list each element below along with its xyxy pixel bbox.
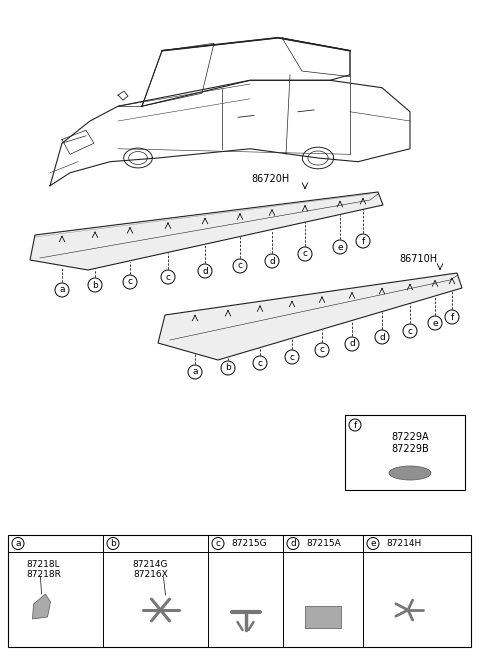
Text: f: f [361, 237, 365, 245]
Text: 87214G
87216X: 87214G 87216X [133, 560, 168, 579]
Circle shape [88, 278, 102, 292]
Circle shape [161, 270, 175, 284]
Text: d: d [349, 340, 355, 348]
Circle shape [198, 264, 212, 278]
Text: 87215A: 87215A [306, 539, 341, 548]
Text: a: a [59, 285, 65, 295]
Text: d: d [379, 333, 385, 342]
Text: f: f [353, 420, 357, 430]
Circle shape [345, 337, 359, 351]
Text: c: c [216, 539, 220, 548]
Text: d: d [290, 539, 296, 548]
Circle shape [375, 330, 389, 344]
Circle shape [403, 324, 417, 338]
Text: 87229A
87229B: 87229A 87229B [391, 432, 429, 454]
Circle shape [287, 537, 299, 550]
Text: 87215G: 87215G [231, 539, 266, 548]
Text: c: c [408, 327, 412, 335]
Text: e: e [337, 243, 343, 251]
Text: c: c [166, 272, 170, 281]
Circle shape [253, 356, 267, 370]
Text: 87218L
87218R: 87218L 87218R [26, 560, 61, 579]
Circle shape [221, 361, 235, 375]
Text: b: b [110, 539, 116, 548]
Circle shape [356, 234, 370, 248]
Polygon shape [33, 594, 50, 619]
Text: 87214H: 87214H [386, 539, 421, 548]
Circle shape [367, 537, 379, 550]
Circle shape [445, 310, 459, 324]
Circle shape [315, 343, 329, 357]
Circle shape [55, 283, 69, 297]
Text: c: c [302, 249, 308, 258]
Text: c: c [257, 358, 263, 367]
Text: a: a [15, 539, 21, 548]
Text: c: c [238, 262, 242, 270]
Circle shape [107, 537, 119, 550]
Text: d: d [202, 266, 208, 276]
Circle shape [428, 316, 442, 330]
FancyBboxPatch shape [305, 606, 341, 628]
Polygon shape [158, 273, 462, 360]
Text: b: b [92, 281, 98, 289]
Text: e: e [432, 319, 438, 327]
Circle shape [212, 537, 224, 550]
Text: b: b [225, 363, 231, 373]
Text: d: d [269, 256, 275, 266]
Circle shape [349, 419, 361, 431]
Circle shape [233, 259, 247, 273]
Text: c: c [128, 277, 132, 287]
Circle shape [298, 247, 312, 261]
Polygon shape [30, 192, 383, 270]
Circle shape [285, 350, 299, 364]
Ellipse shape [389, 466, 431, 480]
Text: 86720H: 86720H [251, 174, 289, 184]
Circle shape [188, 365, 202, 379]
Text: 86710H: 86710H [399, 254, 437, 264]
FancyBboxPatch shape [8, 535, 471, 647]
Circle shape [123, 275, 137, 289]
Circle shape [265, 254, 279, 268]
Text: a: a [192, 367, 198, 377]
Text: c: c [320, 346, 324, 354]
Text: c: c [289, 352, 295, 361]
Text: e: e [370, 539, 376, 548]
Text: f: f [450, 312, 454, 321]
Circle shape [333, 240, 347, 254]
Circle shape [12, 537, 24, 550]
FancyBboxPatch shape [345, 415, 465, 490]
